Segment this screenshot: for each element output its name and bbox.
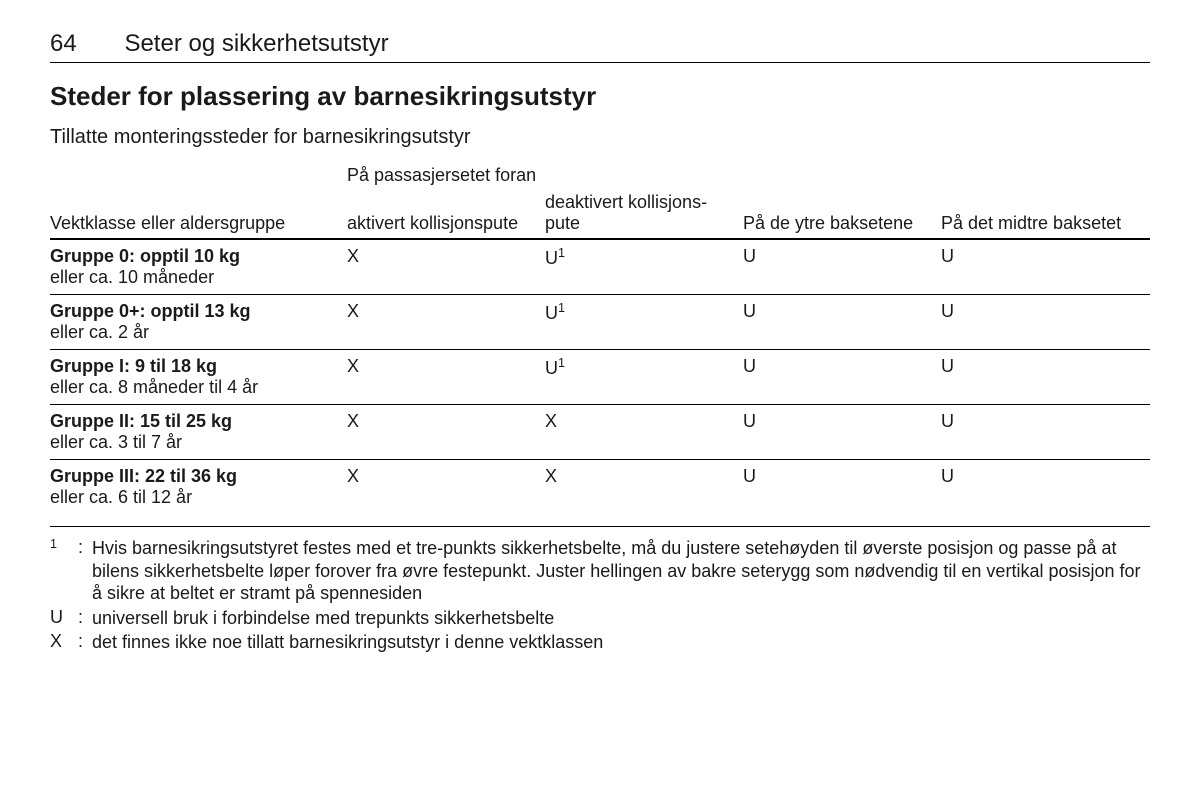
group-sublabel: eller ca. 2 år — [50, 322, 341, 343]
cell-airbag-off: U1 — [545, 295, 743, 350]
page-number: 64 — [50, 30, 120, 58]
cell-airbag-off: X — [545, 460, 743, 515]
col-header-outer-rear: På de ytre baksetene — [743, 190, 941, 239]
legend-text: det finnes ikke noe tillatt barnesikring… — [92, 631, 1150, 654]
group-label: Gruppe 0+: opptil 13 kg — [50, 301, 251, 321]
group-sublabel: eller ca. 8 måneder til 4 år — [50, 377, 341, 398]
cell-outer-rear: U — [743, 239, 941, 295]
table-row: Gruppe II: 15 til 25 kgeller ca. 3 til 7… — [50, 405, 1150, 460]
legend-row: 1:Hvis barnesikringsutstyret festes med … — [50, 537, 1150, 605]
cell-airbag-on: X — [347, 350, 545, 405]
cell-airbag-on: X — [347, 405, 545, 460]
col-header-weightclass: Vektklasse eller aldersgruppe — [50, 190, 347, 239]
cell-center-rear: U — [941, 460, 1150, 515]
legend-text: universell bruk i forbindelse med trepun… — [92, 607, 1150, 630]
cell-group: Gruppe II: 15 til 25 kgeller ca. 3 til 7… — [50, 405, 347, 460]
cell-outer-rear: U — [743, 295, 941, 350]
legend-key: X — [50, 631, 78, 652]
table-row: Gruppe 0: opptil 10 kgeller ca. 10 måned… — [50, 239, 1150, 295]
cell-airbag-off: U1 — [545, 350, 743, 405]
cell-center-rear: U — [941, 295, 1150, 350]
cell-outer-rear: U — [743, 460, 941, 515]
table-row: Gruppe 0+: opptil 13 kgeller ca. 2 årXU1… — [50, 295, 1150, 350]
cell-airbag-on: X — [347, 239, 545, 295]
chapter-title: Seter og sikkerhetsutstyr — [124, 30, 388, 58]
cell-airbag-off: X — [545, 405, 743, 460]
page-header: 64 Seter og sikkerhetsutstyr — [50, 30, 1150, 63]
cell-group: Gruppe 0+: opptil 13 kgeller ca. 2 år — [50, 295, 347, 350]
legend-text: Hvis barnesikringsutstyret festes med et… — [92, 537, 1150, 605]
child-restraint-table: På passasjersetet foran Vektklasse eller… — [50, 163, 1150, 514]
spanner-blank-3 — [941, 163, 1150, 190]
cell-center-rear: U — [941, 239, 1150, 295]
group-label: Gruppe I: 9 til 18 kg — [50, 356, 217, 376]
legend-row: X:det finnes ikke noe tillatt barnesikri… — [50, 631, 1150, 654]
footnote-ref: 1 — [558, 246, 565, 260]
spanner-front-seat: På passasjersetet foran — [347, 163, 743, 190]
legend-colon: : — [78, 631, 92, 652]
table-spanner-row: På passasjersetet foran — [50, 163, 1150, 190]
footnote-ref: 1 — [558, 356, 565, 370]
group-label: Gruppe 0: opptil 10 kg — [50, 246, 240, 266]
legend-key: 1 — [50, 537, 78, 560]
legend-row: U:universell bruk i forbindelse med trep… — [50, 607, 1150, 630]
legend-colon: : — [78, 537, 92, 558]
legend-key: U — [50, 607, 78, 628]
table-column-headers: Vektklasse eller aldersgruppe aktivert k… — [50, 190, 1150, 239]
spanner-blank — [50, 163, 347, 190]
cell-group: Gruppe I: 9 til 18 kgeller ca. 8 måneder… — [50, 350, 347, 405]
col-header-center-rear: På det midtre baksetet — [941, 190, 1150, 239]
spanner-blank-2 — [743, 163, 941, 190]
cell-airbag-on: X — [347, 295, 545, 350]
group-sublabel: eller ca. 10 måneder — [50, 267, 341, 288]
cell-airbag-on: X — [347, 460, 545, 515]
legend-colon: : — [78, 607, 92, 628]
cell-center-rear: U — [941, 350, 1150, 405]
cell-outer-rear: U — [743, 405, 941, 460]
cell-airbag-off: U1 — [545, 239, 743, 295]
cell-group: Gruppe 0: opptil 10 kgeller ca. 10 måned… — [50, 239, 347, 295]
sub-heading: Tillatte monteringssteder for barnesikri… — [50, 126, 1150, 149]
footnote-ref: 1 — [558, 301, 565, 315]
col-header-airbag-on: aktivert kollisjonspute — [347, 190, 545, 239]
cell-center-rear: U — [941, 405, 1150, 460]
group-sublabel: eller ca. 3 til 7 år — [50, 432, 341, 453]
main-heading: Steder for plassering av barnesikringsut… — [50, 81, 1150, 112]
col-header-airbag-off: deaktivert kollisjons‐pute — [545, 190, 743, 239]
cell-outer-rear: U — [743, 350, 941, 405]
legend: 1:Hvis barnesikringsutstyret festes med … — [50, 526, 1150, 654]
table-row: Gruppe I: 9 til 18 kgeller ca. 8 måneder… — [50, 350, 1150, 405]
group-label: Gruppe III: 22 til 36 kg — [50, 466, 237, 486]
group-sublabel: eller ca. 6 til 12 år — [50, 487, 341, 508]
group-label: Gruppe II: 15 til 25 kg — [50, 411, 232, 431]
cell-group: Gruppe III: 22 til 36 kgeller ca. 6 til … — [50, 460, 347, 515]
table-row: Gruppe III: 22 til 36 kgeller ca. 6 til … — [50, 460, 1150, 515]
table-body: Gruppe 0: opptil 10 kgeller ca. 10 måned… — [50, 239, 1150, 514]
